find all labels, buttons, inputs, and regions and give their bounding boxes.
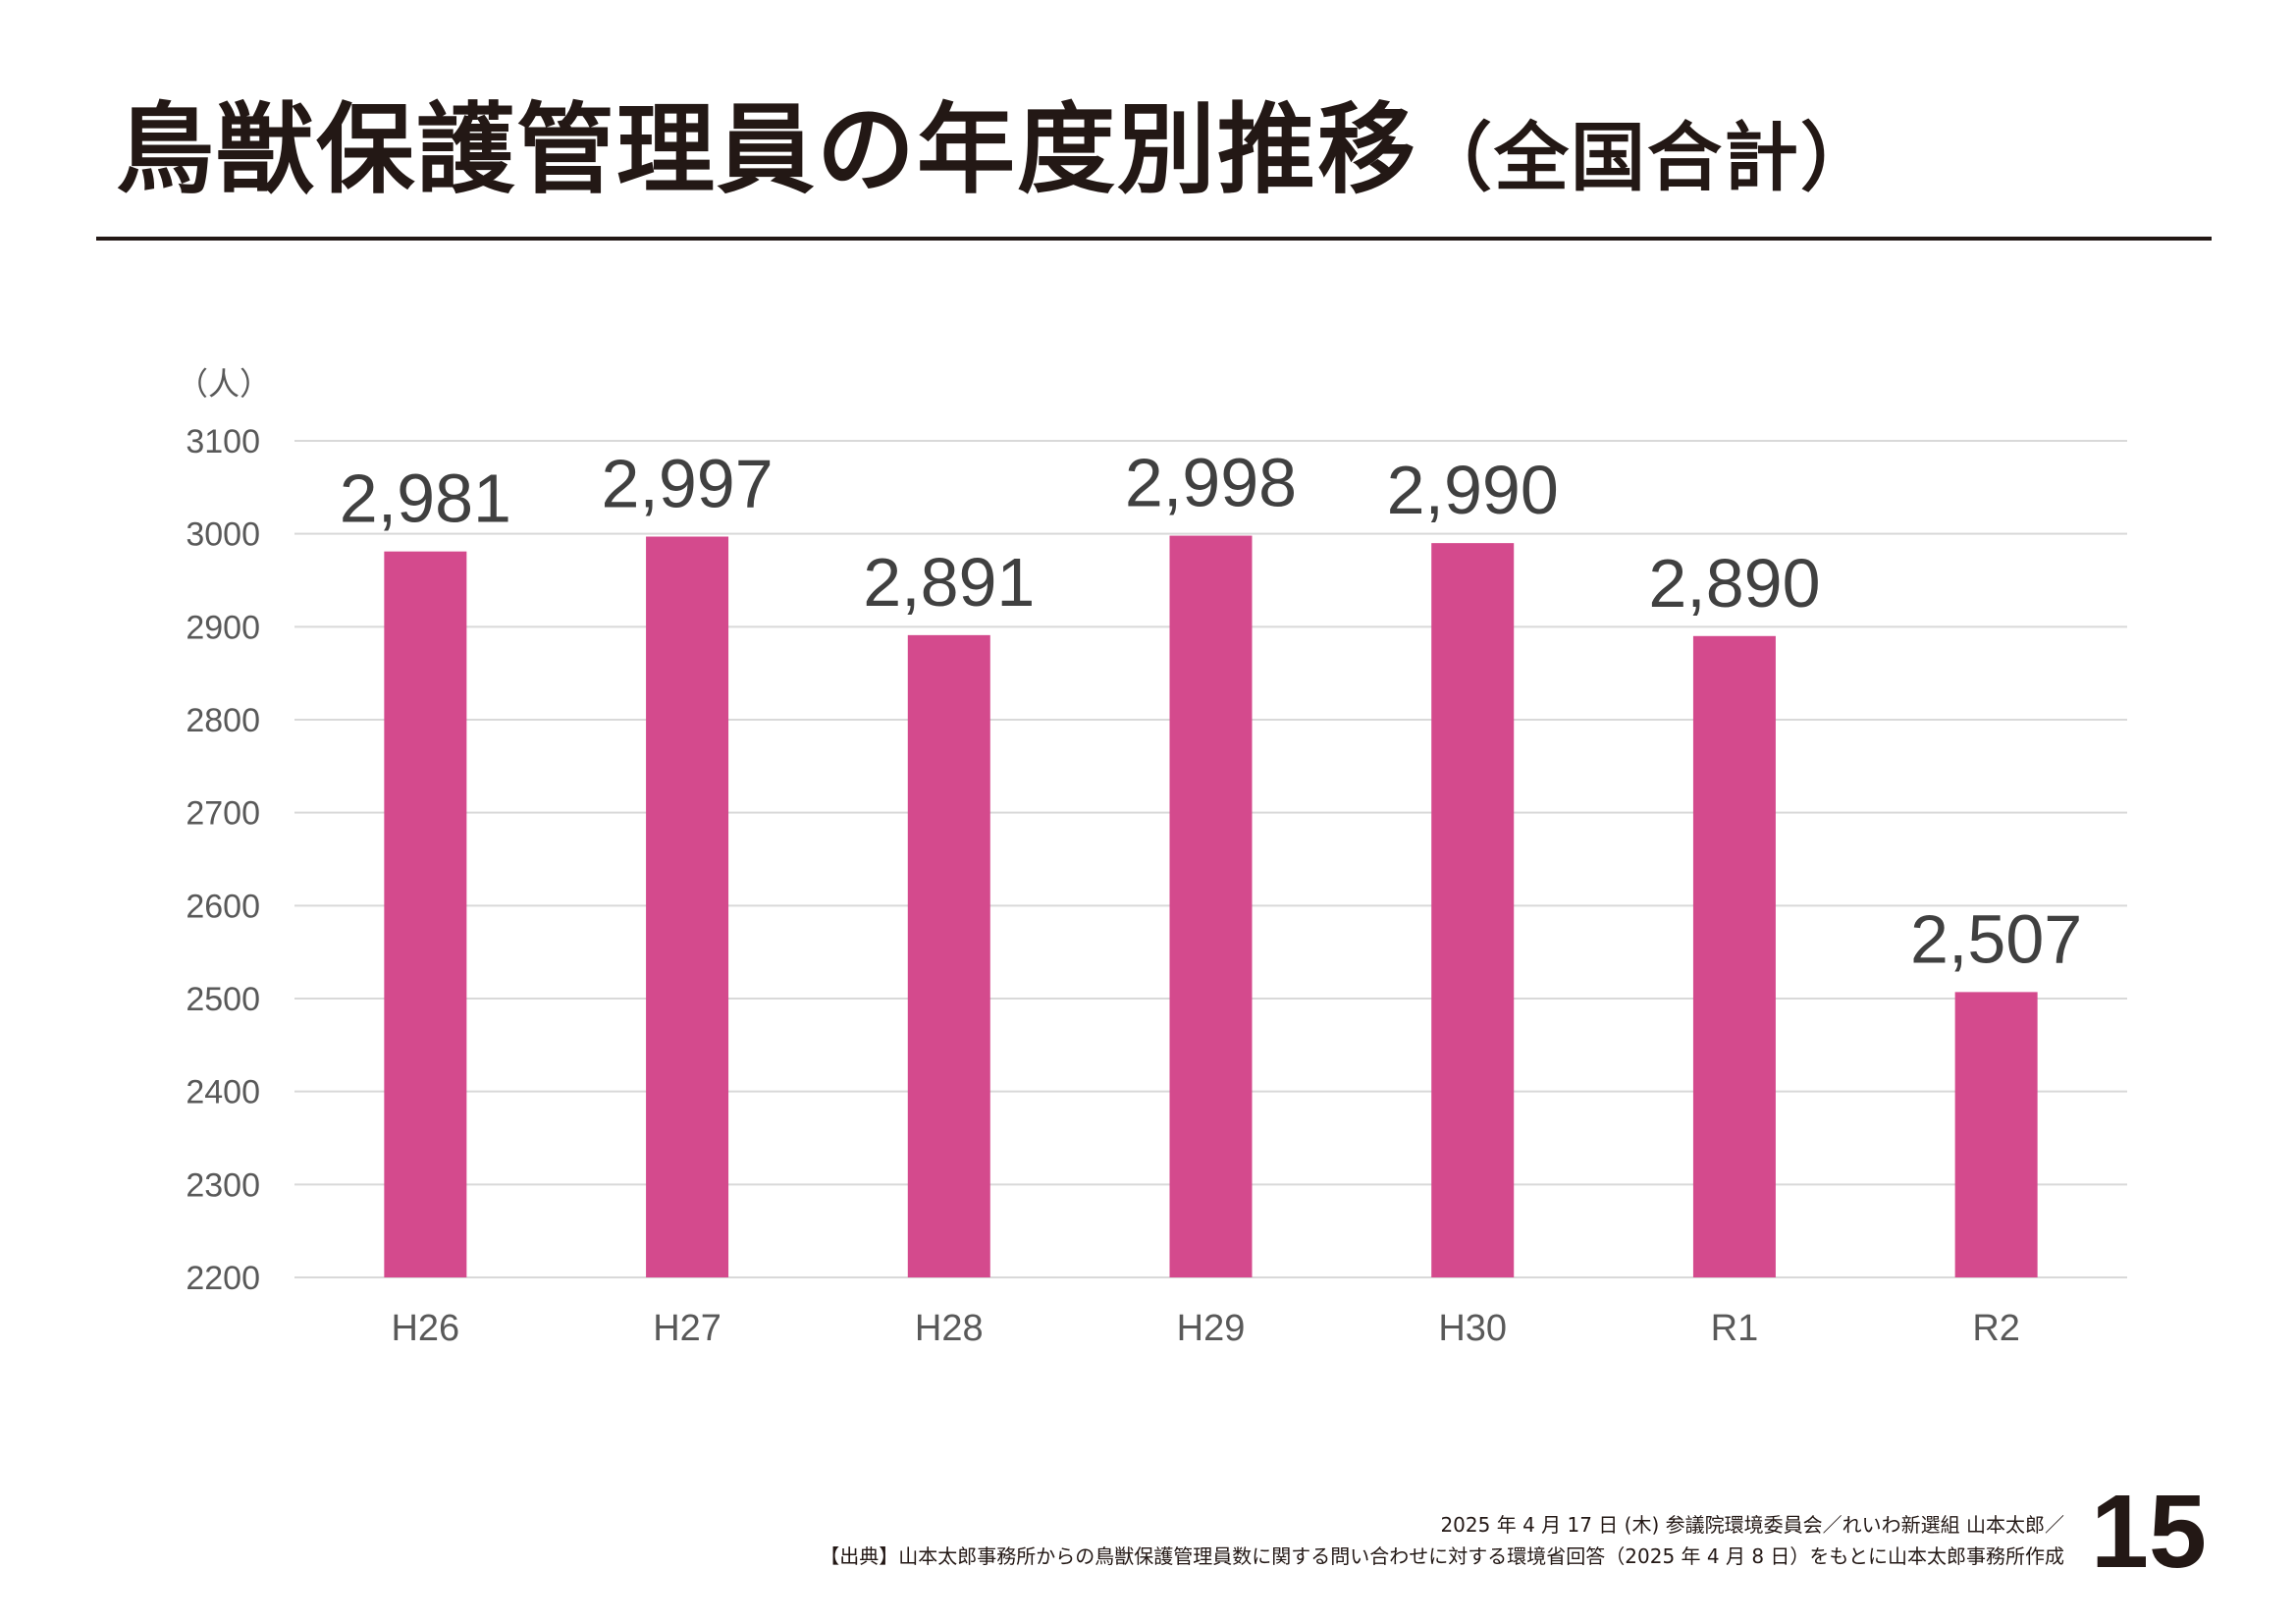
y-tick-label: 2800 [186,702,260,739]
data-label-h27: 2,997 [601,446,773,522]
y-tick-label: 3000 [186,516,260,554]
x-tick-label-r1: R1 [1711,1308,1759,1349]
y-tick-label: 2900 [186,609,260,646]
bars [384,535,2038,1277]
footer-source: 【出典】山本太郎事務所からの鳥獣保護管理員数に関する問い合わせに対する環境省回答… [820,1544,2064,1568]
y-axis-ticks: 2200 2300 2400 2500 2600 2700 2800 2900 3000 3100 [186,423,260,1297]
data-label-h30: 2,990 [1387,452,1559,528]
bar-h30 [1431,543,1515,1277]
title-underline [96,237,2212,241]
bar-h27 [646,536,729,1277]
y-axis-unit-label: （人） [177,365,271,403]
bar-r1 [1692,635,1776,1277]
slide-title: 鳥獣保護管理員の年度別推移（全国合計） [116,86,1877,222]
data-label-r2: 2,507 [1910,900,2082,977]
y-tick-label: 2200 [186,1260,260,1297]
bar-h29 [1169,535,1253,1277]
y-tick-label: 2300 [186,1166,260,1204]
data-labels: 2,981 2,997 2,891 2,998 2,990 2,890 2,507 [340,445,2082,978]
bar-r2 [1954,992,2038,1277]
data-label-h26: 2,981 [340,460,511,537]
bar-h26 [384,551,467,1277]
data-label-r1: 2,890 [1648,545,1820,622]
data-label-h29: 2,998 [1125,445,1297,521]
x-tick-label-h27: H27 [653,1308,721,1349]
bar-h28 [907,634,990,1277]
y-tick-label: 2700 [186,795,260,833]
x-tick-label-h29: H29 [1177,1308,1246,1349]
x-tick-label-r2: R2 [1972,1308,2020,1349]
slide-title-main: 鳥獣保護管理員の年度別推移 [116,92,1417,207]
y-tick-label: 2500 [186,981,260,1018]
x-tick-label-h30: H30 [1438,1308,1507,1349]
slide-title-sub: （全国合計） [1417,114,1877,201]
y-tick-label: 2400 [186,1074,260,1111]
y-tick-label: 2600 [186,888,260,925]
x-axis-ticks: H26 H27 H28 H29 H30 R1 R2 [391,1308,2019,1349]
x-tick-label-h26: H26 [391,1308,459,1349]
footer-session-info: 2025 年 4 月 17 日 (木) 参議院環境委員会／れいわ新選組 山本太郎… [1440,1513,2064,1537]
data-label-h28: 2,891 [863,544,1035,621]
x-tick-label-h28: H28 [915,1308,984,1349]
page-number: 15 [2091,1474,2207,1590]
y-tick-label: 3100 [186,423,260,460]
